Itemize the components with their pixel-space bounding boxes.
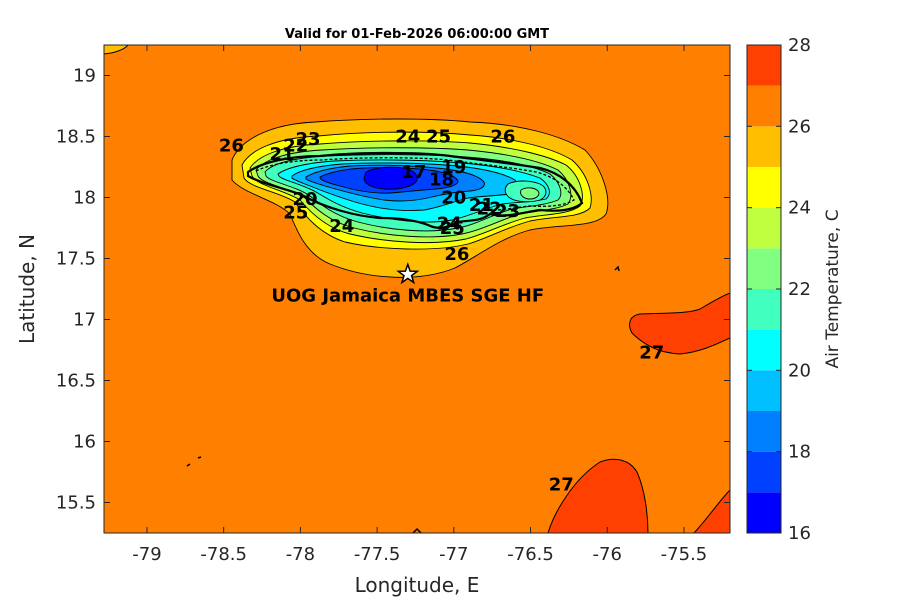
contour-label: 26 (219, 135, 244, 156)
y-axis-ticks: 15.5 16 16.5 17 17.5 18 18.5 19 (56, 66, 730, 514)
x-tick-label: -79 (132, 544, 161, 565)
colorbar-tick-label: 18 (788, 442, 811, 463)
warm-region-east (629, 292, 730, 355)
star-icon[interactable] (396, 262, 420, 285)
x-tick-label: -76 (593, 544, 622, 565)
island-speck-2 (186, 463, 191, 467)
colorbar-tick-label: 22 (788, 279, 811, 300)
colorbar-tick-label: 24 (788, 198, 811, 219)
contour-label: 21 (469, 195, 494, 216)
colorbar (747, 45, 781, 533)
colorbar-swatch-6 (747, 248, 781, 289)
colorbar-title: Air Temperature, C (823, 209, 843, 368)
colorbar-swatch-7 (747, 207, 781, 249)
colorbar-ticks: 16 18 20 22 24 26 28 (747, 35, 811, 544)
colorbar-swatch-11 (747, 45, 781, 86)
coastline (246, 151, 584, 229)
contour-label: 25 (440, 218, 465, 239)
contour-label: 24 (395, 127, 420, 148)
east-basin-22 (520, 187, 540, 200)
colorbar-swatch-8 (747, 167, 781, 208)
colorbar-tick-label: 16 (788, 523, 811, 544)
x-tick-label: -76.5 (507, 544, 554, 565)
contour-label: 25 (283, 202, 308, 223)
y-tick-label: 18.5 (56, 127, 96, 148)
y-tick-label: 18 (73, 188, 96, 209)
contour-label: 17 (401, 162, 426, 183)
contour-label: 20 (441, 188, 466, 209)
y-axis-label: Latitude, N (15, 234, 39, 344)
colorbar-tick-label: 20 (788, 360, 811, 381)
contour-label: 23 (296, 129, 321, 150)
y-tick-label: 17.5 (56, 249, 96, 270)
colorbar-swatch-5 (747, 289, 781, 330)
contour-label: 24 (329, 216, 354, 237)
contour-label: 24 (437, 213, 462, 234)
x-tick-label: -78.5 (200, 544, 247, 565)
island-temperature-contours (231, 118, 609, 278)
colorbar-swatch-3 (747, 370, 781, 411)
y-tick-label: 15.5 (56, 493, 96, 514)
contour-label: 22 (283, 135, 308, 156)
contour-label: 26 (444, 244, 469, 265)
x-axis-ticks: -79 -78.5 -78 -77.5 -77 -76.5 -76 -75.5 (132, 45, 707, 565)
island-speck-1 (614, 265, 620, 272)
plot-frame (103, 44, 731, 534)
contour-label: 22 (477, 199, 502, 220)
warm-region-southeast (693, 489, 730, 533)
contour-label: 20 (292, 189, 317, 210)
map-title: Valid for 01-Feb-2026 06:00:00 GMT (285, 27, 549, 42)
island-speck-3 (197, 456, 202, 459)
warm-region-south (547, 458, 649, 533)
contour-level-16 (363, 166, 418, 190)
contour-label: 21 (269, 144, 294, 165)
colorbar-swatch-10 (747, 85, 781, 127)
contour-label: 27 (549, 474, 574, 495)
coastline-inner (255, 157, 575, 211)
x-tick-label: -77.5 (354, 544, 401, 565)
island-speck-4 (412, 527, 422, 533)
contour-label: 23 (495, 201, 520, 222)
station-label: UOG Jamaica MBES SGE HF (271, 285, 544, 306)
colorbar-swatch-1 (747, 451, 781, 493)
contour-label: 25 (426, 127, 451, 148)
colorbar-swatch-2 (747, 411, 781, 452)
contour-label: 18 (429, 169, 454, 190)
y-tick-label: 16.5 (56, 371, 96, 392)
colorbar-tick-label: 28 (788, 35, 811, 56)
contour-label: 19 (441, 157, 466, 178)
colorbar-swatch-4 (747, 329, 781, 371)
colorbar-swatch-9 (747, 126, 781, 167)
y-tick-label: 17 (73, 310, 96, 331)
y-tick-label: 19 (73, 66, 96, 87)
colorbar-swatch-0 (747, 492, 781, 533)
colorbar-tick-label: 26 (788, 116, 811, 137)
x-axis-label: Longitude, E (355, 573, 480, 597)
contour-label: 26 (490, 127, 515, 148)
x-tick-label: -78 (286, 544, 315, 565)
contour-label: 27 (639, 343, 664, 364)
x-tick-label: -77 (439, 544, 468, 565)
x-tick-label: -75.5 (661, 544, 708, 565)
station-marker[interactable] (396, 262, 420, 285)
y-tick-label: 16 (73, 432, 96, 453)
